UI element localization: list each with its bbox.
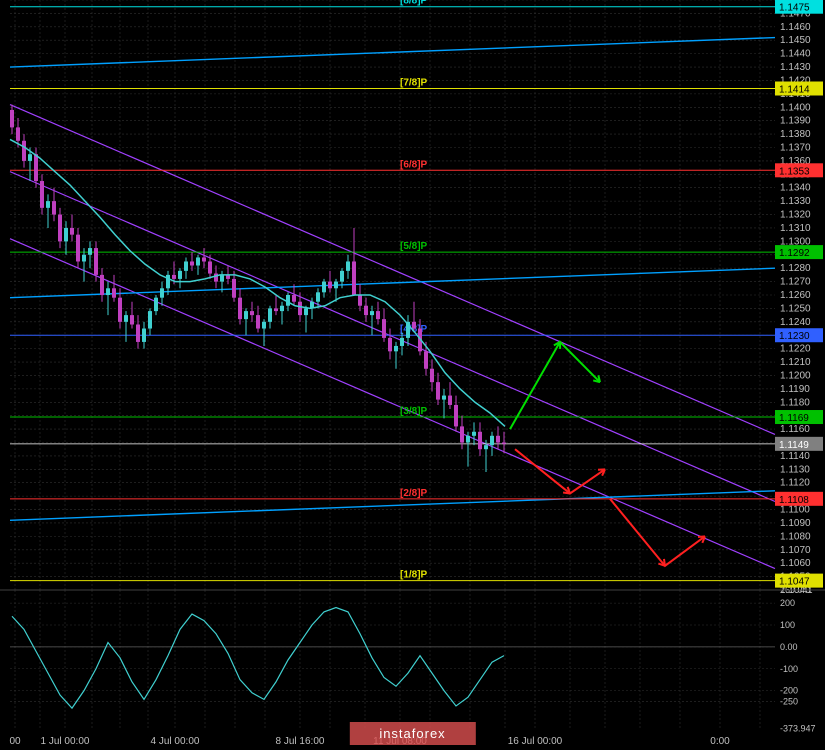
svg-text:1.1070: 1.1070 — [780, 545, 811, 556]
svg-text:[5/8]P: [5/8]P — [400, 241, 428, 252]
svg-text:1.1250: 1.1250 — [780, 303, 811, 314]
svg-text:0.00: 0.00 — [780, 642, 798, 652]
svg-text:1.1414: 1.1414 — [779, 85, 810, 96]
svg-text:[7/8]P: [7/8]P — [400, 78, 428, 89]
svg-text:1.1370: 1.1370 — [780, 143, 811, 154]
chart-svg: 1.10401.10501.10601.10701.10801.10901.11… — [0, 0, 825, 750]
svg-text:16 Jul 00:00: 16 Jul 00:00 — [508, 736, 563, 747]
svg-text:4 Jul 00:00: 4 Jul 00:00 — [151, 736, 200, 747]
svg-text:1.1260: 1.1260 — [780, 290, 811, 301]
svg-text:1 Jul 00:00: 1 Jul 00:00 — [41, 736, 90, 747]
svg-text:1.1353: 1.1353 — [779, 166, 810, 177]
svg-text:1.1200: 1.1200 — [780, 370, 811, 381]
svg-text:1.1400: 1.1400 — [780, 102, 811, 113]
svg-text:1.1280: 1.1280 — [780, 263, 811, 274]
forex-chart: 1.10401.10501.10601.10701.10801.10901.11… — [0, 0, 825, 750]
svg-text:1.1160: 1.1160 — [780, 424, 810, 435]
svg-text:1.1100: 1.1100 — [780, 505, 810, 516]
svg-text:8 Jul 16:00: 8 Jul 16:00 — [276, 736, 325, 747]
svg-text:0:00: 0:00 — [710, 736, 730, 747]
svg-text:1.1090: 1.1090 — [780, 518, 811, 529]
svg-text:00: 00 — [9, 736, 21, 747]
svg-text:[8/8]P: [8/8]P — [400, 0, 428, 7]
svg-text:[3/8]P: [3/8]P — [400, 406, 428, 417]
svg-text:1.1047: 1.1047 — [779, 577, 810, 588]
svg-text:1.1330: 1.1330 — [780, 196, 811, 207]
svg-text:1.1460: 1.1460 — [780, 22, 811, 33]
svg-text:1.1430: 1.1430 — [780, 62, 811, 73]
svg-text:-373.947: -373.947 — [780, 724, 816, 734]
svg-text:1.1440: 1.1440 — [780, 49, 811, 60]
svg-text:1.1220: 1.1220 — [780, 344, 811, 355]
svg-text:1.1140: 1.1140 — [780, 451, 810, 462]
svg-text:-250: -250 — [780, 697, 798, 707]
svg-text:1.1320: 1.1320 — [780, 210, 811, 221]
svg-text:1.1450: 1.1450 — [780, 35, 811, 46]
svg-text:1.1390: 1.1390 — [780, 116, 811, 127]
svg-text:[1/8]P: [1/8]P — [400, 570, 428, 581]
svg-text:1.1340: 1.1340 — [780, 183, 811, 194]
svg-text:[2/8]P: [2/8]P — [400, 488, 428, 499]
svg-text:1.1060: 1.1060 — [780, 558, 811, 569]
svg-text:1.1120: 1.1120 — [780, 478, 810, 489]
svg-text:1.1475: 1.1475 — [779, 3, 810, 14]
svg-text:1.1210: 1.1210 — [780, 357, 811, 368]
svg-text:1.1292: 1.1292 — [779, 248, 810, 259]
svg-text:1.1380: 1.1380 — [780, 129, 811, 140]
svg-text:1.1240: 1.1240 — [780, 317, 811, 328]
svg-text:1.1130: 1.1130 — [780, 464, 810, 475]
svg-text:-200: -200 — [780, 686, 798, 696]
svg-text:1.1230: 1.1230 — [779, 331, 810, 342]
svg-text:1.1310: 1.1310 — [780, 223, 811, 234]
svg-text:1.1169: 1.1169 — [779, 413, 809, 424]
svg-text:1.1270: 1.1270 — [780, 277, 811, 288]
svg-text:100: 100 — [780, 620, 795, 630]
svg-text:1.1149: 1.1149 — [779, 440, 809, 451]
svg-text:1.1108: 1.1108 — [779, 495, 809, 506]
svg-text:1.1180: 1.1180 — [780, 397, 810, 408]
svg-text:-100: -100 — [780, 664, 798, 674]
svg-text:1.1190: 1.1190 — [780, 384, 810, 395]
svg-text:200: 200 — [780, 598, 795, 608]
svg-text:1.1080: 1.1080 — [780, 531, 811, 542]
watermark: instaforex — [349, 722, 475, 745]
svg-text:[6/8]P: [6/8]P — [400, 159, 428, 170]
